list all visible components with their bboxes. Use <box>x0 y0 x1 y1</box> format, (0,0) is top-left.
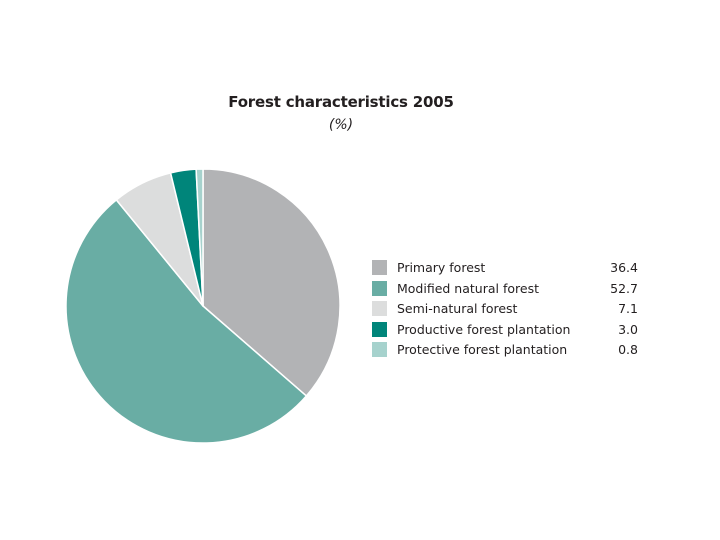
legend-swatch <box>372 260 387 275</box>
legend-value: 52.7 <box>610 280 638 296</box>
legend: Primary forest 36.4 Modified natural for… <box>372 259 638 362</box>
pie-slice-modified-natural-forest <box>65 199 308 444</box>
legend-value: 0.8 <box>618 342 638 358</box>
legend-label: Semi-natural forest <box>397 301 518 317</box>
legend-label: Primary forest <box>397 260 486 275</box>
legend-swatch <box>372 342 387 358</box>
legend-value: 3.0 <box>618 321 638 337</box>
legend-item-productive-forest-plantation: Productive forest plantation 3.0 <box>372 321 638 342</box>
legend-item-protective-forest-plantation: Protective forest plantation 0.8 <box>372 341 638 362</box>
legend-item-modified-natural-forest: Modified natural forest 52.7 <box>372 280 638 301</box>
legend-label: Modified natural forest <box>397 280 539 296</box>
legend-label: Protective forest plantation <box>397 342 568 358</box>
pie-slice-protective-forest-plantation <box>195 168 204 307</box>
legend-swatch <box>372 321 387 337</box>
legend-swatch <box>372 301 387 317</box>
pie-slice-primary-forest <box>202 168 341 397</box>
legend-item-semi-natural-forest: Semi-natural forest 7.1 <box>372 300 638 321</box>
legend-value: 7.1 <box>618 301 638 317</box>
legend-swatch <box>372 280 387 296</box>
legend-item-primary-forest: Primary forest 36.4 <box>372 259 638 280</box>
chart-title: Forest characteristics 2005 <box>228 93 454 111</box>
legend-value: 36.4 <box>610 260 638 275</box>
chart-subtitle: (%) <box>328 117 354 133</box>
legend-label: Productive forest plantation <box>397 321 571 337</box>
